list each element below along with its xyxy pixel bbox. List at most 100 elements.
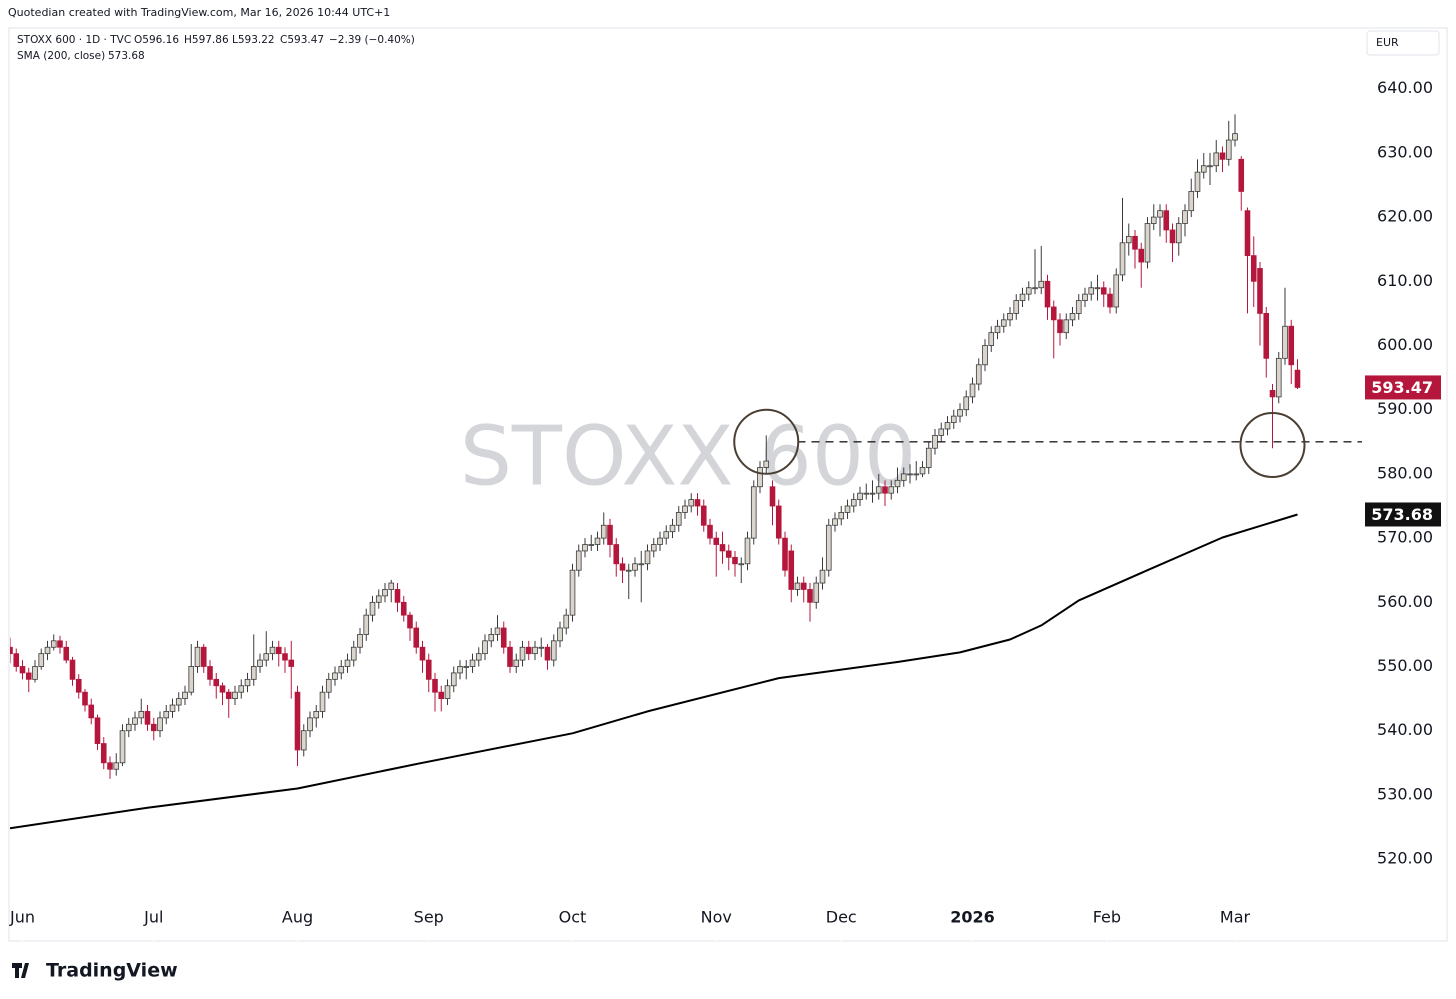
candle-body	[1032, 287, 1038, 290]
candle-body	[1182, 210, 1188, 224]
candle-body	[675, 512, 682, 526]
candle-body	[307, 717, 313, 732]
watermark: STOXX 600	[460, 409, 916, 504]
candle-body	[944, 422, 951, 430]
candle-body	[707, 524, 713, 539]
candle-body	[513, 659, 520, 667]
candle-body	[163, 711, 170, 719]
candle-body	[894, 479, 901, 488]
candle-body	[957, 409, 963, 417]
price-tag	[1365, 375, 1441, 400]
candle-body	[613, 544, 620, 565]
candle-body	[938, 428, 945, 436]
candle-body	[625, 569, 632, 572]
candle-body	[13, 653, 20, 667]
candle-body	[1150, 216, 1157, 224]
candle-body	[1063, 319, 1070, 334]
y-tick-label: 600.00	[1377, 335, 1433, 354]
candle-body	[1100, 287, 1107, 295]
candle-body	[444, 685, 451, 700]
candle-body	[88, 704, 95, 719]
candle-body	[219, 685, 226, 693]
candle-body	[888, 486, 895, 494]
candle-body	[382, 589, 388, 597]
y-tick-label: 620.00	[1377, 207, 1433, 226]
frame	[8, 27, 1448, 942]
candle-body	[907, 473, 913, 476]
candle-body	[644, 550, 651, 565]
ohlc-close: C593.47	[280, 34, 324, 46]
candle-body	[250, 666, 257, 680]
candle-body	[63, 646, 70, 661]
candle-body	[207, 666, 213, 680]
candle-body	[475, 653, 482, 661]
candle-body	[544, 646, 551, 661]
y-tick-label: 520.00	[1377, 849, 1433, 868]
candle-body	[794, 582, 801, 590]
y-tick-label: 550.00	[1377, 656, 1433, 675]
candle-body	[294, 691, 301, 751]
candle-body	[713, 537, 720, 545]
candle-body	[1288, 325, 1295, 366]
candle-body	[1107, 293, 1113, 308]
candle-body	[1194, 171, 1201, 192]
candle-body	[119, 730, 126, 764]
candle-body	[300, 730, 307, 751]
candle-body	[688, 499, 695, 507]
candle-body	[600, 524, 607, 539]
candle-body	[132, 717, 138, 725]
candle-body	[719, 544, 726, 552]
y-tick-label: 580.00	[1377, 463, 1433, 482]
candle-body	[919, 467, 926, 475]
candle-body	[100, 743, 107, 764]
candle-body	[694, 499, 701, 507]
candle-body	[1019, 293, 1026, 301]
candle-body	[1057, 319, 1063, 334]
candle-body	[857, 492, 863, 500]
candle-body	[1225, 139, 1232, 160]
candle-body	[725, 550, 732, 558]
candle-body	[1219, 152, 1226, 160]
y-tick-label: 530.00	[1377, 784, 1433, 803]
candle-body	[775, 505, 782, 539]
candle-body	[982, 345, 988, 366]
candle-body	[157, 717, 163, 732]
candle-body	[1232, 133, 1238, 141]
candle-body	[344, 659, 351, 667]
candle-body	[638, 563, 645, 566]
candle-body	[369, 601, 376, 616]
candle-body	[438, 691, 445, 700]
candle-body	[607, 524, 613, 545]
currency-box[interactable]	[1366, 30, 1440, 56]
candle-body	[1238, 158, 1245, 192]
candle-body	[1275, 357, 1282, 398]
candle-body	[788, 550, 795, 590]
candle-body	[525, 646, 532, 655]
candle-body	[288, 659, 295, 667]
candle-body	[275, 646, 282, 655]
candle-body	[19, 666, 26, 674]
candle-body	[582, 544, 588, 552]
y-tick-label: 540.00	[1377, 720, 1433, 739]
sma-tag-label: 573.68	[1371, 505, 1433, 524]
candle-body	[1175, 223, 1182, 244]
candle-body	[1119, 242, 1126, 276]
candle-body	[169, 704, 176, 712]
candle-body	[1082, 293, 1088, 301]
candle-body	[813, 582, 820, 603]
y-tick-label: 570.00	[1377, 528, 1433, 547]
candle-body	[663, 531, 670, 539]
logo-mark	[12, 963, 29, 978]
candle-body	[594, 537, 601, 545]
candle-body	[32, 666, 38, 680]
x-tick-label: Mar	[1220, 908, 1251, 927]
candle-body	[419, 646, 426, 661]
candle-body	[400, 601, 407, 616]
candle-body	[650, 544, 657, 552]
candle-body	[150, 723, 157, 732]
y-tick-label: 560.00	[1377, 592, 1433, 611]
attribution: Quotedian created with TradingView.com, …	[8, 6, 390, 19]
candle-body	[782, 537, 788, 571]
candle-body	[1088, 287, 1095, 295]
